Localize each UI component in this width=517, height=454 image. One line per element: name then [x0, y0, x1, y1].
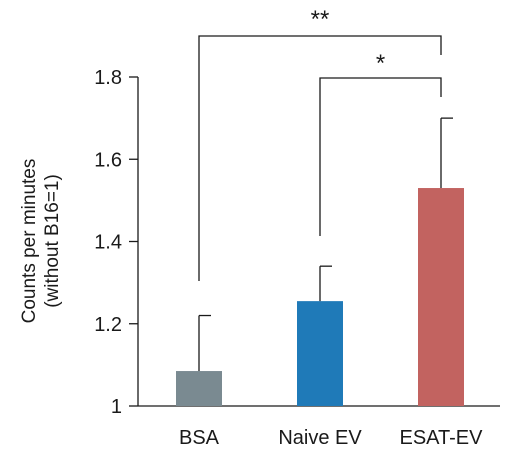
- significance-bracket: [198, 35, 442, 281]
- x-tick-label: Naive EV: [278, 427, 362, 449]
- bar: [418, 188, 464, 406]
- significance-label: **: [311, 6, 330, 33]
- bars: [176, 188, 464, 406]
- bar: [297, 301, 343, 406]
- x-axis: BSA Naive EV ESAT-EV: [138, 405, 500, 449]
- y-axis: 1 1.2 1.4 1.6 1.8: [94, 67, 139, 418]
- error-bars: [198, 117, 453, 372]
- significance-label: *: [376, 50, 385, 77]
- y-axis-title-line2: (without B16=1): [42, 174, 63, 308]
- y-tick-label: 1.8: [94, 67, 122, 89]
- y-axis-title-line1: Counts per minutes: [19, 159, 40, 324]
- y-tick-label: 1.6: [94, 149, 122, 171]
- y-tick-label: 1.4: [94, 232, 122, 254]
- significance-bracket: [319, 77, 442, 236]
- y-axis-title: Counts per minutes (without B16=1): [19, 159, 63, 324]
- x-tick-label: ESAT-EV: [400, 427, 484, 449]
- y-tick-label: 1.2: [94, 314, 122, 336]
- y-tick-label: 1: [111, 396, 122, 418]
- x-tick-label: BSA: [179, 427, 220, 449]
- bar: [176, 371, 222, 406]
- significance-brackets: ***: [198, 6, 442, 281]
